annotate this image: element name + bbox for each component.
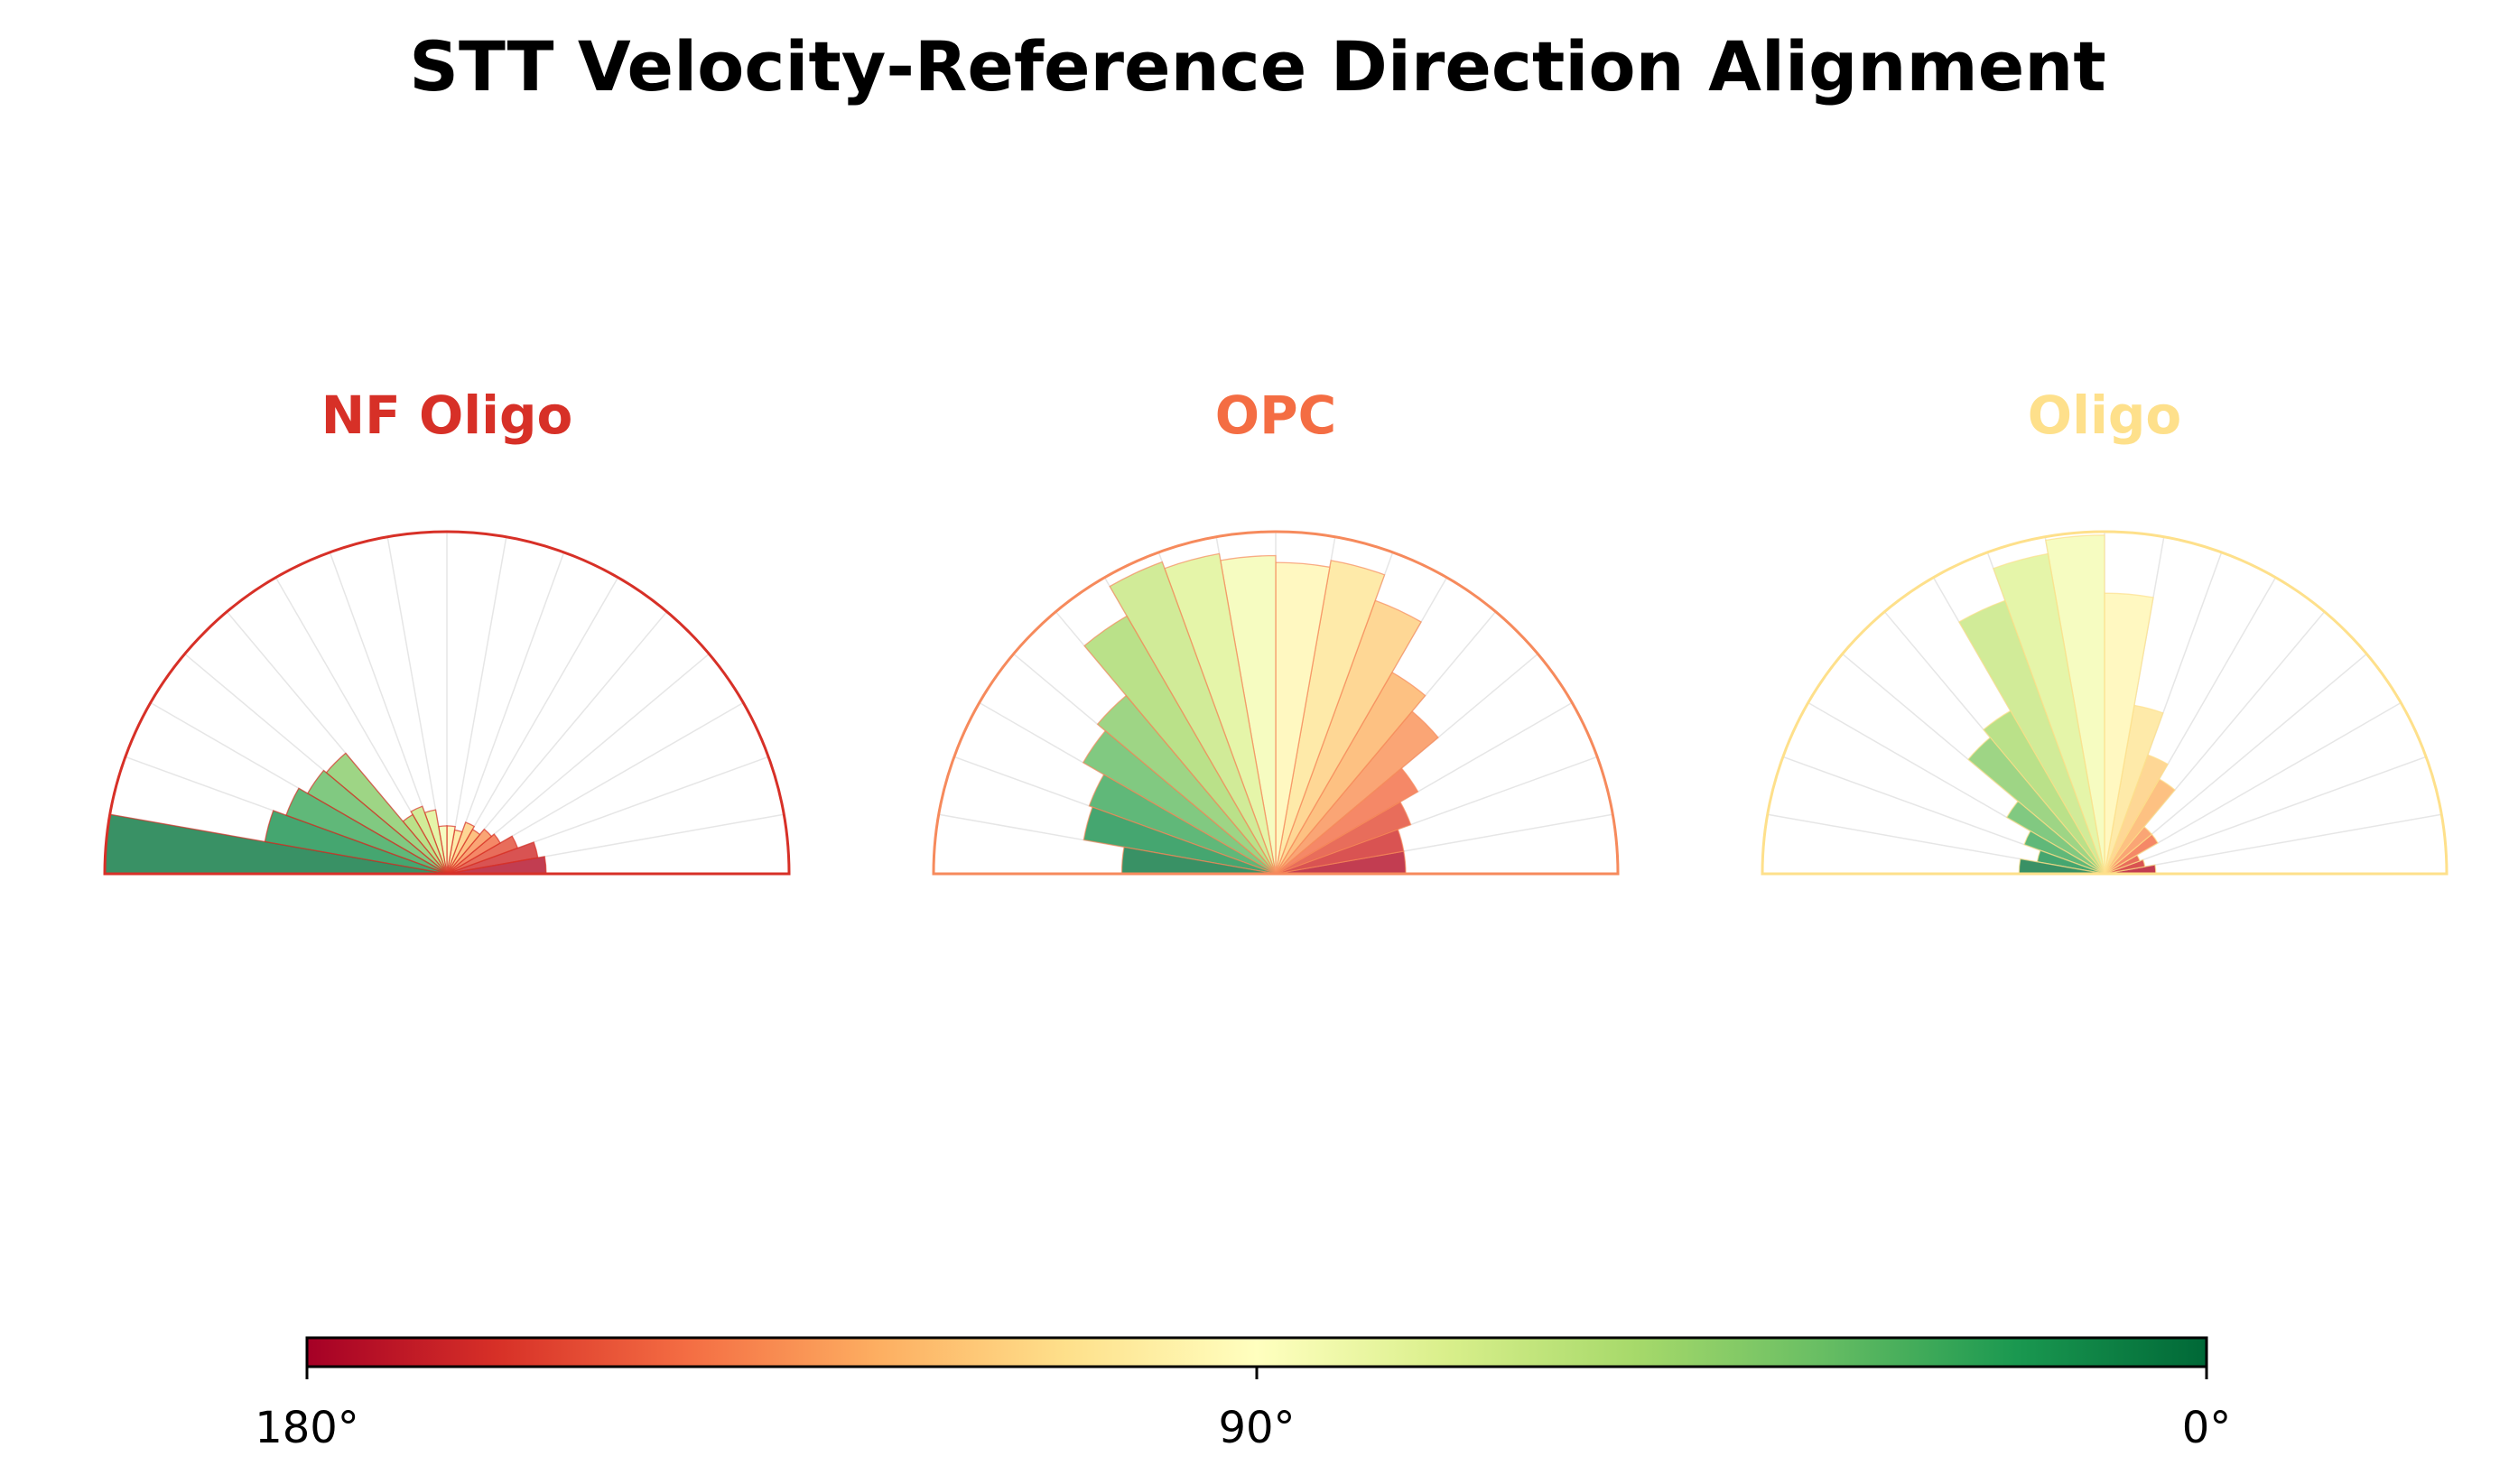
panel-frame	[103, 530, 791, 876]
bar-115deg	[410, 805, 448, 875]
bar-145deg	[2005, 800, 2105, 875]
chart-title: STT Velocity-Reference Direction Alignme…	[409, 26, 2105, 107]
bar-125deg	[1983, 710, 2105, 875]
bar-115deg	[1958, 599, 2105, 875]
bar-105deg	[1993, 552, 2105, 875]
bar-115deg	[1109, 561, 1277, 875]
grid-line	[2104, 756, 2427, 875]
bar-135deg	[1967, 737, 2105, 875]
colorbar: 180° 90° 0°	[255, 1336, 2231, 1453]
colorbar-tick-label: 90°	[1218, 1403, 1295, 1453]
bar-145deg	[1082, 729, 1277, 875]
bar-65deg	[446, 821, 476, 875]
panel-title: NF Oligo	[321, 385, 573, 446]
bar-45deg	[446, 828, 493, 875]
bar-155deg	[2023, 830, 2105, 875]
grid-line	[446, 577, 619, 875]
colorbar-ticks: 180° 90° 0°	[255, 1367, 2231, 1453]
bar-125deg	[1083, 615, 1277, 875]
panel-frame	[932, 530, 1620, 876]
bar-135deg	[1096, 694, 1277, 875]
colorbar-gradient	[305, 1336, 2208, 1368]
bar-75deg	[1275, 560, 1386, 875]
colorbar-tick-label: 180°	[255, 1403, 359, 1453]
bar-25deg	[446, 835, 519, 875]
bar-155deg	[1088, 774, 1277, 875]
panel-nf-oligo: NF Oligo	[103, 385, 791, 876]
panel-frame	[1761, 530, 2449, 876]
bar-165deg	[1083, 806, 1277, 875]
grid-line	[446, 536, 507, 875]
grid-line	[2104, 813, 2442, 875]
panels: NF Oligo OPC Oligo	[103, 385, 2449, 876]
panel-opc: OPC	[932, 385, 1620, 876]
panel-oligo: Oligo	[1761, 385, 2449, 876]
bar-35deg	[446, 833, 501, 875]
grid-line	[446, 552, 565, 875]
panel-title: OPC	[1215, 385, 1336, 446]
panel-title: Oligo	[2028, 385, 2181, 446]
colorbar-tick-label: 0°	[2182, 1403, 2232, 1453]
